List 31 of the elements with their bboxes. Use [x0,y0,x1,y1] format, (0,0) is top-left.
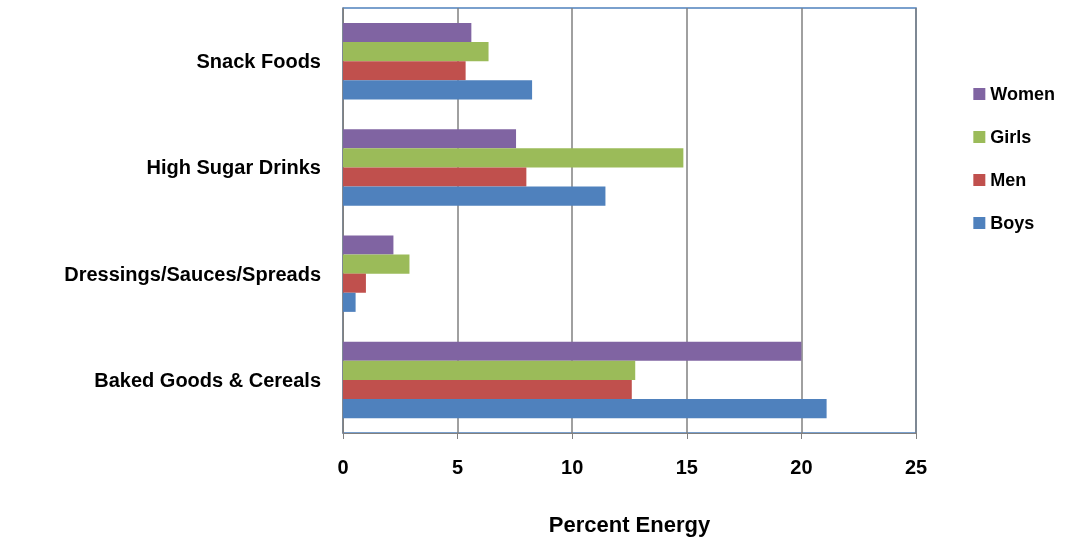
y-tick-label: Dressings/Sauces/Spreads [64,262,321,285]
x-tick-label: 5 [452,456,464,478]
x-axis-title: Percent Energy [548,511,711,537]
legend-label: Women [990,84,1055,104]
bar [343,186,606,206]
legend-label: Men [990,170,1027,190]
bar [343,148,684,168]
bar [343,167,527,187]
legend-label: Girls [990,127,1032,147]
bar [343,273,366,293]
bar [343,399,827,419]
bar [343,129,517,149]
y-tick-label: Baked Goods & Cereals [94,368,321,391]
bar [343,360,636,380]
bar [343,42,489,62]
legend-label: Boys [990,213,1035,233]
y-tick-label: High Sugar Drinks [146,156,321,179]
bar [343,80,533,100]
bar [343,22,472,42]
y-tick-label: Snack Foods [196,50,321,73]
bar [343,292,356,312]
bar [343,61,466,81]
x-tick-label: 25 [904,456,928,478]
bar [343,379,632,399]
bar [343,341,802,361]
x-tick-label: 20 [790,456,813,478]
bar [343,254,410,274]
x-tick-label: 15 [675,456,698,478]
x-tick-label: 10 [561,456,584,478]
bar [343,235,394,255]
x-tick-label: 0 [337,456,349,478]
